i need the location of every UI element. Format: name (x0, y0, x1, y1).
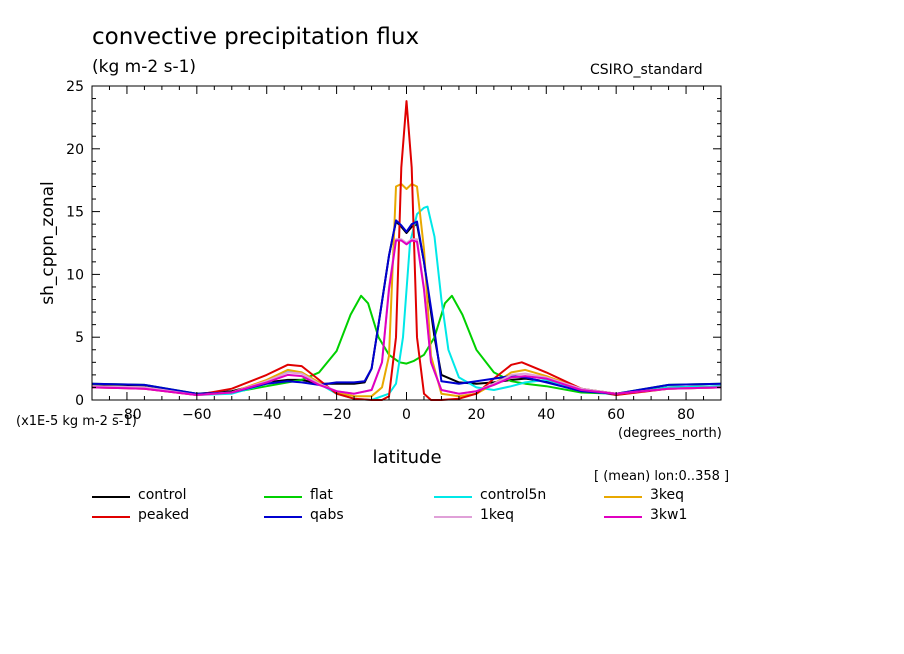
series-line-qabs (91, 219, 722, 395)
x-tick-label: −60 (182, 407, 212, 423)
chart-units: (kg m-2 s-1) (92, 57, 197, 77)
y-tick-label: 5 (75, 330, 84, 346)
legend-swatch (264, 516, 302, 518)
x-tick-label: 40 (537, 407, 555, 423)
x-tick-label: 20 (467, 407, 485, 423)
series-line-flat (91, 294, 722, 395)
y-tick-label: 25 (66, 79, 84, 95)
legend-label: qabs (310, 507, 344, 523)
legend-swatch (92, 496, 130, 498)
series-line-1keq (91, 238, 722, 396)
x-tick-label: −20 (322, 407, 352, 423)
legend-label: 3kw1 (650, 507, 688, 523)
series-line-control (91, 220, 722, 395)
legend-label: 3keq (650, 487, 685, 503)
x-tick-label: 0 (402, 407, 411, 423)
dataset-label: CSIRO_standard (590, 62, 703, 78)
x-tick-label: 80 (677, 407, 695, 423)
legend-label: 1keq (480, 507, 515, 523)
legend-swatch (434, 516, 472, 518)
x-axis-label: latitude (372, 447, 442, 468)
legend-label: control5n (480, 487, 547, 503)
y-tick-label: 0 (75, 393, 84, 409)
x-tick-label: −40 (252, 407, 282, 423)
chart-title: convective precipitation flux (92, 24, 420, 50)
region-note: [ (mean) lon:0..358 ] (594, 469, 730, 484)
y-tick-label: 20 (66, 142, 84, 158)
legend-label: control (138, 487, 187, 503)
series-line-peaked (91, 100, 722, 401)
x-axis-units: (degrees_north) (618, 426, 722, 441)
series-line-3keq (91, 183, 722, 398)
legend-swatch (92, 516, 130, 518)
legend-swatch (604, 516, 642, 518)
legend-swatch (434, 496, 472, 498)
x-tick-label: −80 (112, 407, 142, 423)
series-line-3kw1 (91, 239, 722, 396)
y-tick-label: 10 (66, 267, 84, 283)
legend-swatch (264, 496, 302, 498)
scale-note: (x1E-5 kg m-2 s-1) (16, 414, 137, 429)
series-line-control5n (91, 205, 722, 401)
x-tick-label: 60 (607, 407, 625, 423)
legend-label: peaked (138, 507, 190, 523)
legend-label: flat (310, 487, 333, 503)
y-tick-label: 15 (66, 205, 84, 221)
legend-swatch (604, 496, 642, 498)
